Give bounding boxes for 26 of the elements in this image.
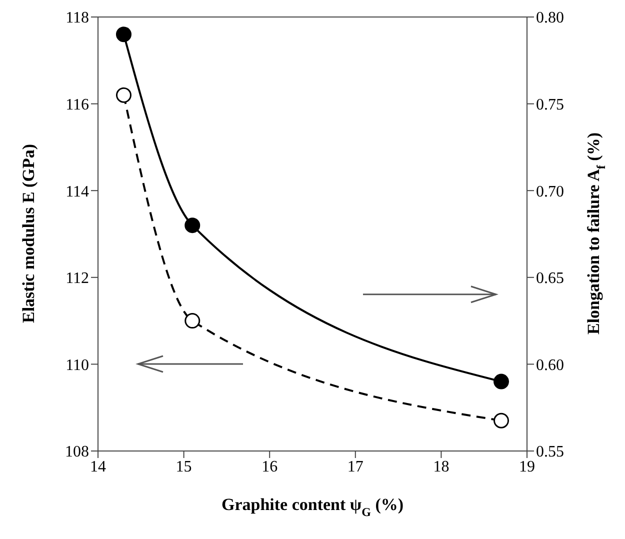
point xyxy=(184,218,200,234)
point xyxy=(116,87,132,103)
x-tick-label: 17 xyxy=(347,458,364,476)
y-tick-label: 118 xyxy=(66,10,89,27)
point xyxy=(494,374,510,390)
y2-tick-label: 0.70 xyxy=(536,183,564,200)
y2-tick-label: 0.80 xyxy=(536,10,564,27)
y2-tick-label: 0.60 xyxy=(536,356,564,374)
y2-tick-label: 0.65 xyxy=(536,270,564,288)
y-tick-label: 108 xyxy=(65,444,89,461)
point xyxy=(116,26,132,42)
x-axis-title: Graphite content ψ$_{G}$ (%) xyxy=(221,494,404,519)
x-tick-label: 19 xyxy=(519,458,535,476)
x-tick-label: 14 xyxy=(90,458,106,476)
y-tick-label: 110 xyxy=(66,356,89,374)
y2-tick-label: 0.75 xyxy=(536,96,564,114)
y-tick-label: 112 xyxy=(66,270,89,288)
x-tick-label: 15 xyxy=(176,458,192,476)
point xyxy=(184,313,200,329)
x-tick-label: 16 xyxy=(262,458,278,476)
y-axis-title: Elastic modulus E (GPa) xyxy=(18,144,38,323)
x-tick-label: 18 xyxy=(433,458,450,476)
y2-tick-label: 0.55 xyxy=(536,444,564,461)
point xyxy=(494,412,510,428)
y-tick-label: 114 xyxy=(66,183,89,200)
y-tick-label: 116 xyxy=(66,96,89,114)
